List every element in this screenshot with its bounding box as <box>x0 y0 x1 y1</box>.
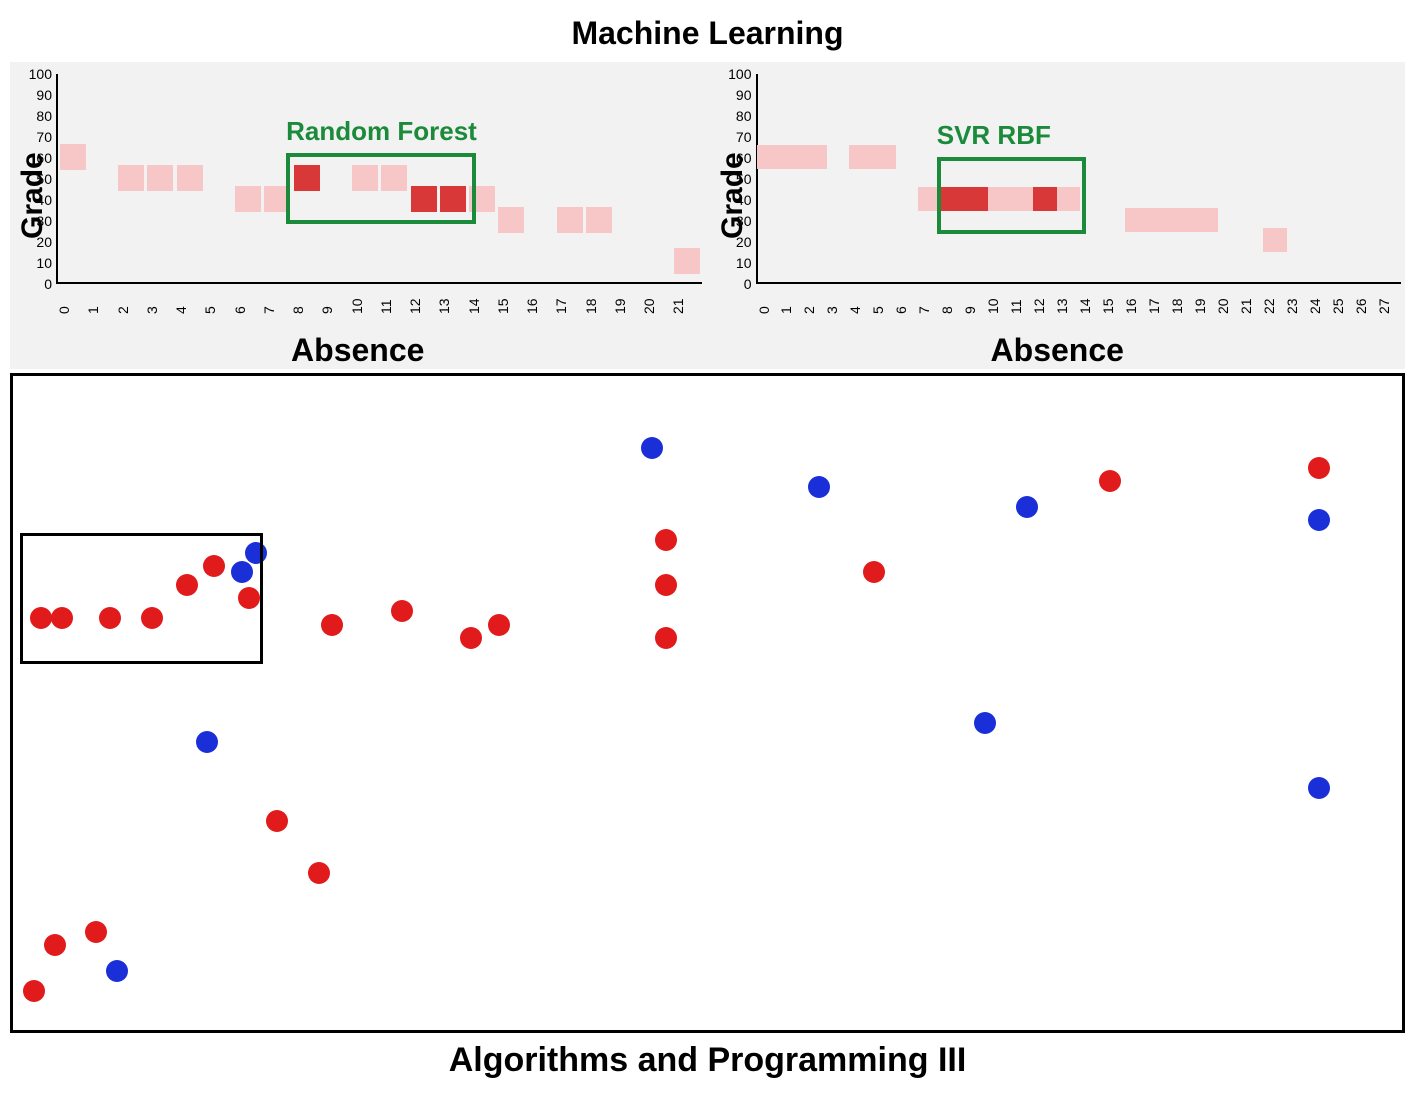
scatter-point <box>391 600 413 622</box>
scatter-point <box>655 529 677 551</box>
plot-area: 0123456789101112131415161718192021 Rando… <box>58 74 702 284</box>
marker <box>1125 208 1149 232</box>
marker <box>177 165 203 191</box>
scatter-point <box>106 960 128 982</box>
marker <box>498 207 524 233</box>
panel-svr-rbf: Grade 1009080706050403020100 01234567891… <box>714 66 1402 369</box>
annotation-label: SVR RBF <box>937 120 1051 151</box>
bottom-title: Algorithms and Programming III <box>10 1041 1405 1080</box>
scatter-point <box>488 614 510 636</box>
top-panel-row: Grade 1009080706050403020100 01234567891… <box>10 62 1405 369</box>
marker <box>803 145 827 169</box>
scatter-point <box>974 712 996 734</box>
marker <box>1194 208 1218 232</box>
scatter-point <box>655 627 677 649</box>
scatter-point <box>266 810 288 832</box>
panel-random-forest: Grade 1009080706050403020100 01234567891… <box>14 66 702 369</box>
plot-area: 0123456789101112131415161718192021222324… <box>758 74 1402 284</box>
marker <box>557 207 583 233</box>
marker <box>1148 208 1172 232</box>
annotation-label: Random Forest <box>286 116 477 147</box>
marker <box>757 145 781 169</box>
marker <box>586 207 612 233</box>
marker <box>1263 228 1287 252</box>
top-title: Machine Learning <box>10 15 1405 52</box>
scatter-point <box>85 921 107 943</box>
annotation-box <box>286 153 476 224</box>
scatter-point <box>196 731 218 753</box>
x-ticks: 0123456789101112131415161718192021 <box>58 292 702 332</box>
x-ticks: 0123456789101112131415161718192021222324… <box>758 292 1402 332</box>
scatter-point <box>1308 777 1330 799</box>
marker <box>235 186 261 212</box>
scatter-plot-area <box>13 376 1402 1030</box>
selection-box <box>20 533 263 664</box>
scatter-point <box>321 614 343 636</box>
marker <box>118 165 144 191</box>
marker <box>780 145 804 169</box>
x-tick: 27 <box>1378 269 1415 292</box>
scatter-point <box>808 476 830 498</box>
scatter-point <box>1016 496 1038 518</box>
scatter-point <box>308 862 330 884</box>
marker <box>60 144 86 170</box>
x-axis-label: Absence <box>714 332 1402 369</box>
scatter-panel <box>10 373 1405 1033</box>
scatter-point <box>460 627 482 649</box>
x-axis-label: Absence <box>14 332 702 369</box>
scatter-point <box>1308 509 1330 531</box>
scatter-point <box>863 561 885 583</box>
scatter-point <box>44 934 66 956</box>
scatter-point <box>23 980 45 1002</box>
scatter-point <box>1099 470 1121 492</box>
scatter-point <box>655 574 677 596</box>
marker <box>674 248 700 274</box>
annotation-box <box>937 157 1086 234</box>
marker <box>1171 208 1195 232</box>
scatter-point <box>1308 457 1330 479</box>
marker <box>872 145 896 169</box>
scatter-point <box>641 437 663 459</box>
marker <box>849 145 873 169</box>
marker <box>147 165 173 191</box>
